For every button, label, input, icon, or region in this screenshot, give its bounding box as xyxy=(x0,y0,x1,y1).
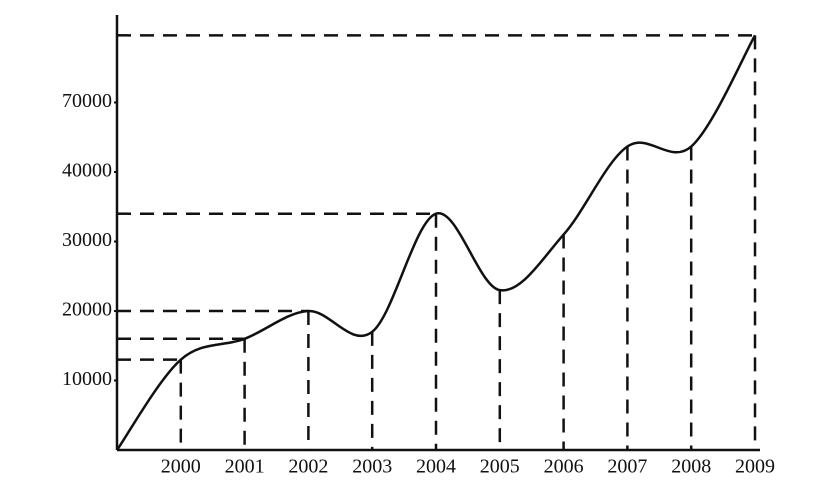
x-tick-label: 2008 xyxy=(671,456,711,478)
x-tick-label: 2001 xyxy=(225,456,265,478)
y-tick-label: 40000 xyxy=(62,160,112,182)
x-tick-label: 2006 xyxy=(544,456,584,478)
x-tick-label: 2007 xyxy=(607,456,647,478)
y-tick-label: 10000 xyxy=(62,368,112,390)
x-tick-label: 2005 xyxy=(480,456,520,478)
line xyxy=(115,34,757,451)
x-tick-label: 2002 xyxy=(288,456,328,478)
x-tick-label: 2004 xyxy=(416,456,456,478)
x-tick-label: 2003 xyxy=(352,456,392,478)
x-tick-label: 2000 xyxy=(161,456,201,478)
y-tick-label: 70000 xyxy=(62,90,112,112)
y-tick-label: 20000 xyxy=(62,299,112,321)
x-tick-label: 2009 xyxy=(735,456,775,478)
y-tick-label: 30000 xyxy=(62,229,112,251)
